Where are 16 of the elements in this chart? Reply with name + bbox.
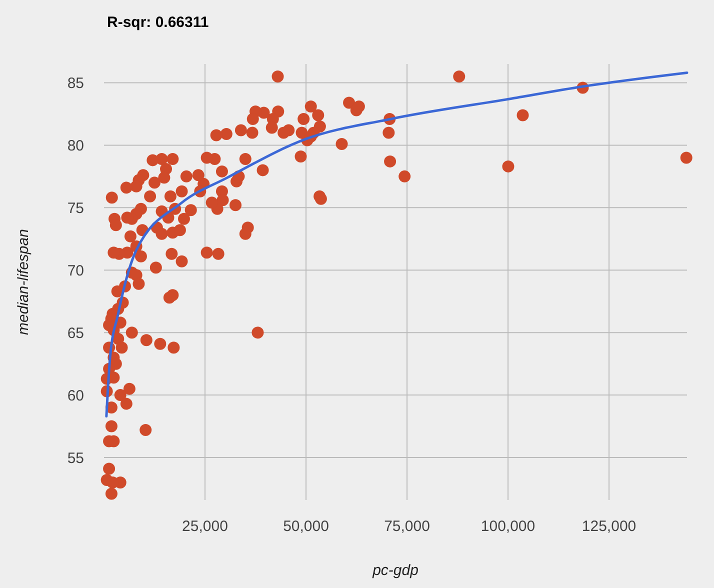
x-tick-label: 50,000 bbox=[283, 518, 329, 535]
y-tick-label: 65 bbox=[67, 324, 84, 342]
x-tick-label: 100,000 bbox=[480, 518, 536, 535]
x-tick-label: 25,000 bbox=[182, 518, 228, 535]
y-tick-label: 85 bbox=[67, 74, 84, 92]
y-tick-label: 70 bbox=[67, 262, 84, 280]
x-tick-label: 75,000 bbox=[384, 518, 430, 535]
y-tick-label: 60 bbox=[67, 387, 84, 404]
x-tick-label: 125,000 bbox=[582, 518, 636, 535]
y-axis-title: median-lifespan bbox=[15, 229, 32, 335]
y-tick-label: 75 bbox=[67, 200, 84, 217]
x-axis-title: pc-gdp bbox=[372, 562, 418, 579]
line-series bbox=[105, 71, 688, 418]
chart-title: R-sqr: 0.66311 bbox=[107, 14, 209, 31]
y-tick-label: 80 bbox=[67, 137, 84, 154]
y-tick-label: 55 bbox=[67, 450, 84, 467]
